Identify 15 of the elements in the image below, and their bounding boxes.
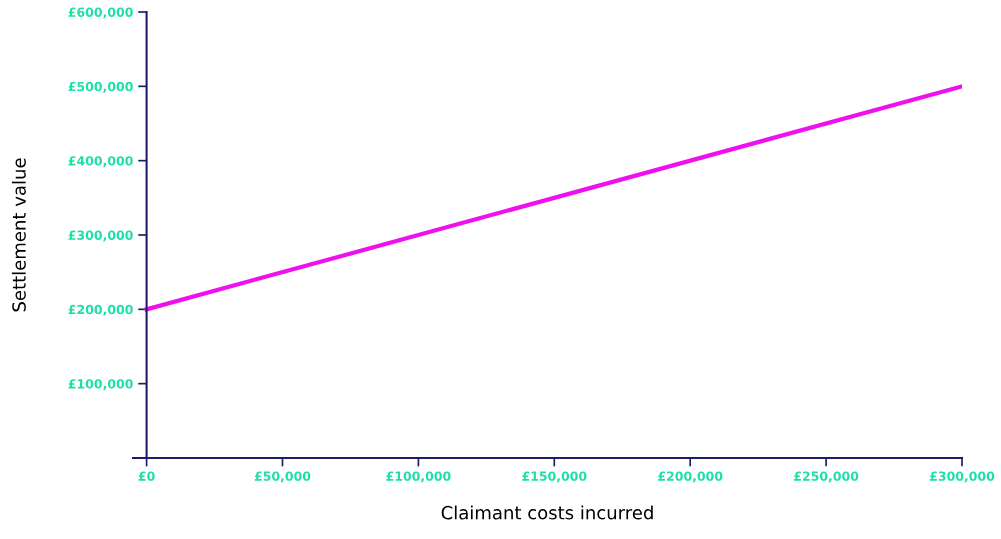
x-tick-label: £150,000 [522,471,587,483]
y-tick-label: £100,000 [68,379,133,391]
x-tick-label: £50,000 [254,471,311,483]
x-tick-label: £200,000 [658,471,723,483]
y-tick-label: £200,000 [68,304,133,316]
x-tick-label: £300,000 [929,471,995,483]
y-tick-label: £600,000 [68,7,133,19]
y-tick-label: £300,000 [68,230,133,242]
x-axis-title: Claimant costs incurred [441,505,653,520]
y-tick-label: £500,000 [68,81,133,93]
x-tick-label: £0 [138,471,155,481]
x-tick-label: £250,000 [794,471,859,483]
y-tick-label: £400,000 [68,156,133,168]
y-axis-title: Settlement value [11,158,26,312]
x-tick-label: £100,000 [386,471,451,483]
